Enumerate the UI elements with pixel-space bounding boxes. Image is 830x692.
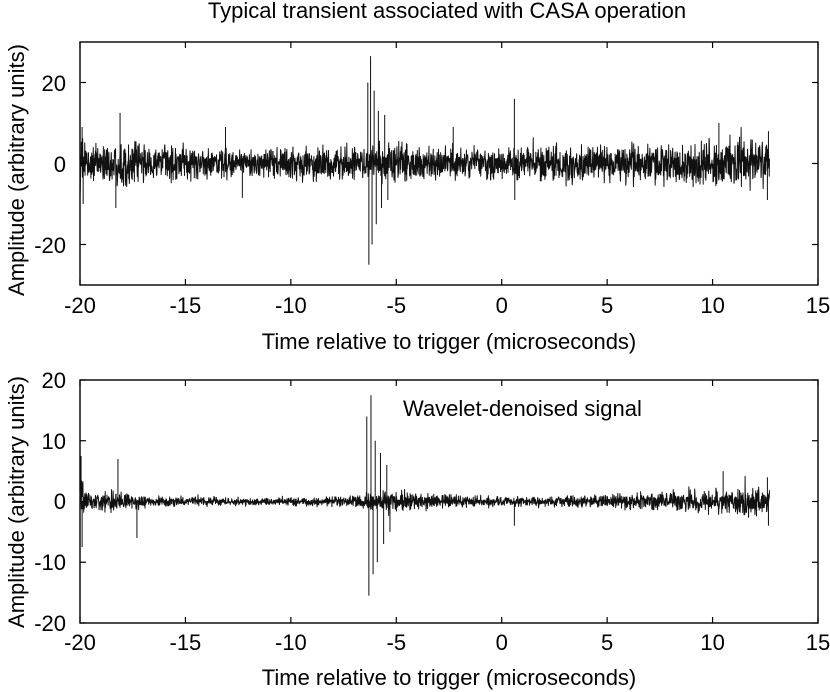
- bottom-xtick-label-neg5: -5: [387, 630, 407, 655]
- top-xtick-label-neg10: -10: [275, 293, 307, 318]
- top-xtick-label-neg15: -15: [170, 293, 202, 318]
- bottom-ytick-label-neg10: -10: [34, 550, 66, 575]
- bottom-xtick-label-neg10: -10: [275, 630, 307, 655]
- bottom-xtick-label-10: 10: [700, 630, 724, 655]
- bottom-signal-trace: [79, 395, 770, 596]
- bottom-xtick-label-15: 15: [806, 630, 830, 655]
- top-xtick-label-0: 0: [496, 293, 508, 318]
- top-xtick-label-5: 5: [601, 293, 613, 318]
- bottom-ytick-label-10: 10: [42, 429, 66, 454]
- top-xtick-label-15: 15: [806, 293, 830, 318]
- bottom-ytick-label-20: 20: [42, 368, 66, 393]
- top-x-axis-label: Time relative to trigger (microseconds): [262, 329, 637, 354]
- top-plot-tick-marks: [79, 42, 819, 285]
- top-ytick-label-20: 20: [42, 71, 66, 96]
- top-xtick-label-neg20: -20: [64, 293, 96, 318]
- top-y-axis-label: Amplitude (arbitrary units): [4, 44, 29, 296]
- bottom-y-axis-label: Amplitude (arbitrary units): [4, 376, 29, 628]
- top-ytick-label-neg20: -20: [34, 233, 66, 258]
- top-ytick-label-0: 0: [54, 152, 66, 177]
- signal-line: [79, 395, 770, 596]
- bottom-xtick-label-5: 5: [601, 630, 613, 655]
- top-xtick-label-neg5: -5: [387, 293, 407, 318]
- bottom-plot-tick-marks: [79, 379, 819, 624]
- bottom-xtick-label-neg20: -20: [64, 630, 96, 655]
- top-xtick-label-10: 10: [700, 293, 724, 318]
- bottom-ytick-label-0: 0: [54, 489, 66, 514]
- bottom-xtick-label-0: 0: [496, 630, 508, 655]
- top-plot-title: Typical transient associated with CASA o…: [208, 0, 686, 23]
- bottom-x-axis-label: Time relative to trigger (microseconds): [262, 665, 637, 690]
- bottom-ytick-label-neg20: -20: [34, 611, 66, 636]
- signal-line: [79, 56, 770, 265]
- top-plot-panel: Typical transient associated with CASA o…: [4, 0, 830, 354]
- bottom-xtick-label-neg15: -15: [170, 630, 202, 655]
- bottom-plot-panel: Wavelet-denoised signal 20 10 0 -10 -20 …: [4, 368, 830, 690]
- top-signal-trace: [79, 56, 770, 265]
- wavelet-annotation: Wavelet-denoised signal: [403, 396, 642, 421]
